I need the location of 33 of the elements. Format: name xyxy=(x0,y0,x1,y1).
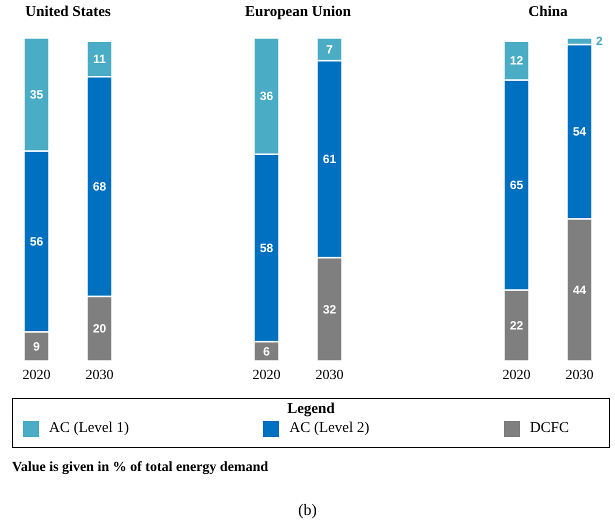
x-tick-label: 2020 xyxy=(252,368,280,383)
data-label: 44 xyxy=(572,282,586,297)
data-label: 32 xyxy=(322,302,336,316)
data-label: 9 xyxy=(33,339,40,354)
x-tick-label: 2030 xyxy=(86,368,114,383)
data-label: 35 xyxy=(30,88,44,102)
data-label: 61 xyxy=(322,152,336,166)
legend-label: AC (Level 2) xyxy=(289,420,370,437)
chart-title: United States xyxy=(24,3,112,22)
data-label: 36 xyxy=(260,89,274,104)
data-label: 68 xyxy=(92,180,106,194)
chart-title: China xyxy=(527,3,569,22)
data-label: 20 xyxy=(92,322,106,336)
legend-label: DCFC xyxy=(530,420,569,437)
data-label: 54 xyxy=(572,124,586,139)
data-label: 22 xyxy=(510,318,524,332)
chart-title: European Union xyxy=(244,3,352,22)
x-tick-label: 2030 xyxy=(566,368,594,383)
x-tick-label: 2020 xyxy=(22,368,50,383)
data-label: 7 xyxy=(326,42,334,56)
text: Value is given in % of total energy demand xyxy=(12,460,268,476)
data-label: 6 xyxy=(263,344,270,358)
x-tick-label: 2030 xyxy=(316,368,344,383)
x-tick-label: 2020 xyxy=(502,368,530,383)
data-label: 58 xyxy=(260,240,274,255)
legend-label: AC (Level 1) xyxy=(49,420,129,437)
data-label: 2 xyxy=(596,34,603,48)
data-label: 12 xyxy=(510,54,524,68)
data-label: 65 xyxy=(510,178,524,192)
data-label: 11 xyxy=(93,52,106,66)
text: (b) xyxy=(297,502,318,520)
legend-title: Legend xyxy=(286,401,336,418)
data-label: 56 xyxy=(30,234,44,248)
